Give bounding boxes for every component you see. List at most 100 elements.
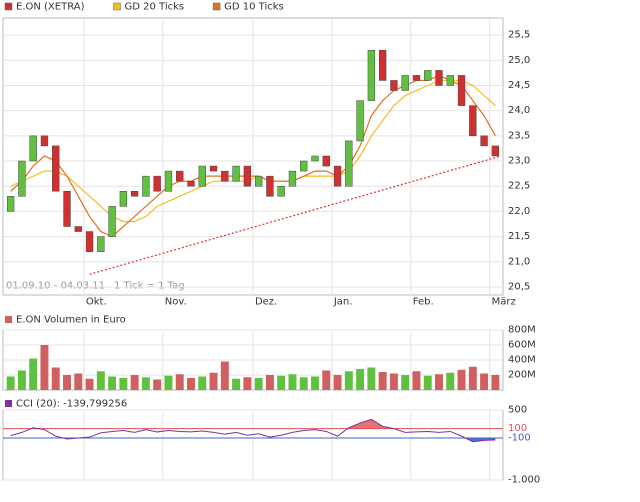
legend-swatch <box>113 2 121 11</box>
candle <box>378 49 387 81</box>
candle <box>322 155 330 167</box>
volume-bar <box>29 358 38 390</box>
volume-bar <box>108 376 117 390</box>
volume-bar <box>220 361 229 390</box>
candle <box>401 75 409 91</box>
x-tick-label: Okt. <box>86 297 107 308</box>
volume-bar <box>74 373 83 390</box>
volume-bar <box>457 369 466 390</box>
volume-bar <box>401 375 410 390</box>
volume-bar <box>367 367 376 390</box>
candle <box>153 175 161 192</box>
candle <box>18 160 26 197</box>
candle <box>130 191 139 197</box>
candle <box>232 165 240 182</box>
volume-bar <box>446 372 455 390</box>
volume-bar <box>423 375 432 390</box>
candle <box>254 175 263 187</box>
y-tick-label: 21,0 <box>508 256 530 267</box>
volume-bar <box>299 377 308 390</box>
volume-bar <box>6 376 15 390</box>
volume-bar <box>378 372 387 390</box>
volume-bar <box>480 373 489 390</box>
y-tick-label: 600M <box>508 340 536 351</box>
volume-bar <box>164 375 173 390</box>
cci-title: CCI (20): -139,799256 <box>16 399 127 410</box>
volume-bar <box>254 378 263 390</box>
candle <box>311 155 319 162</box>
candle <box>40 135 49 147</box>
candle <box>108 206 116 237</box>
x-tick-label: Feb. <box>413 297 434 308</box>
y-tick-label: 23,0 <box>508 156 530 167</box>
volume-bar <box>322 370 331 390</box>
candle <box>345 140 353 187</box>
legend-swatch <box>212 2 221 11</box>
candle <box>435 70 443 86</box>
volume-bar <box>389 373 398 390</box>
candle <box>74 226 82 232</box>
candle <box>457 75 466 106</box>
volume-bar <box>85 378 94 390</box>
volume-bar <box>311 376 319 390</box>
candle <box>412 75 421 81</box>
volume-bar <box>468 366 477 390</box>
volume-bar <box>333 375 342 390</box>
y-tick-label: 25,0 <box>508 55 530 66</box>
volume-bar <box>119 378 128 390</box>
y-tick-label: -1.000 <box>508 475 540 486</box>
volume-bar <box>96 371 105 390</box>
cci-overbought-area <box>30 419 394 429</box>
volume-bar <box>265 375 274 390</box>
candle <box>198 165 206 187</box>
moving-average <box>10 74 496 238</box>
candle <box>333 165 342 187</box>
candle <box>85 231 94 252</box>
volume-bar <box>243 377 252 390</box>
cci-line <box>10 418 496 443</box>
candle <box>446 75 454 86</box>
reference-label: -100 <box>508 433 531 444</box>
volume-bar <box>435 374 443 390</box>
y-tick-label: 800M <box>508 325 536 336</box>
candle <box>52 145 60 192</box>
candle <box>491 145 500 157</box>
volume-bar <box>412 371 421 390</box>
candle <box>6 196 15 212</box>
volume-bar <box>288 374 297 390</box>
volume-bar <box>187 378 195 390</box>
candle <box>142 175 150 197</box>
reference-label: 100 <box>508 423 527 434</box>
candle <box>300 160 308 172</box>
candle <box>119 191 128 207</box>
candle <box>367 49 376 101</box>
y-tick-label: 21,5 <box>508 231 530 242</box>
candle <box>424 70 432 81</box>
volume-bar <box>209 372 218 390</box>
y-tick-label: 24,0 <box>508 105 530 116</box>
candle <box>469 105 477 137</box>
y-tick-label: 24,5 <box>508 80 530 91</box>
candle <box>29 135 37 162</box>
volume-bar <box>153 379 162 390</box>
legend-label: GD 10 Ticks <box>224 2 284 13</box>
candle <box>63 191 71 227</box>
volume-bar <box>130 375 139 390</box>
x-tick-label: Dez. <box>255 297 277 308</box>
candle <box>97 236 105 252</box>
candle <box>176 170 184 182</box>
candle <box>187 180 195 187</box>
volume-title: E.ON Volumen in Euro <box>16 315 126 326</box>
y-tick-label: 22,0 <box>508 206 530 217</box>
y-tick-label: 400M <box>508 355 536 366</box>
candle <box>390 80 398 91</box>
x-tick-label: Jan. <box>333 297 353 308</box>
y-tick-label: 200M <box>508 370 536 381</box>
candle <box>277 185 285 197</box>
volume-bar <box>344 371 353 390</box>
candle <box>221 170 229 182</box>
trend-line <box>89 155 502 275</box>
volume-bar <box>356 369 365 390</box>
volume-bar <box>40 345 49 390</box>
